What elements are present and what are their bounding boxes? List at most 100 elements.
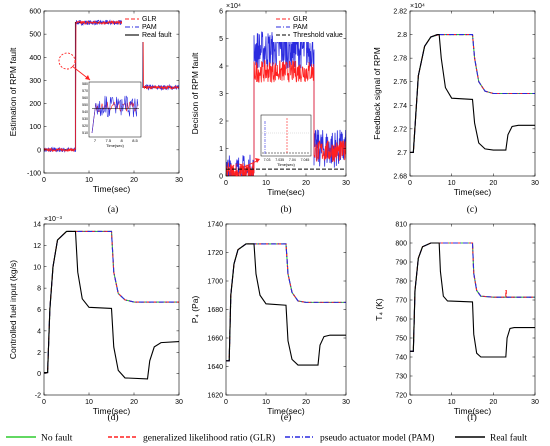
chart-b: 0 10 20 30 0 1 2 3 4 5 6×10⁴ Time(sec) Decision of R… — [190, 3, 350, 215]
y-tick-label: 2.82 — [393, 9, 407, 16]
x-tick-label: 0 — [408, 180, 412, 187]
x-tick-label: 0 — [408, 399, 412, 406]
y-axis-label: T₄ (K) — [374, 298, 384, 321]
zoom-circle — [230, 163, 246, 177]
y-tick-label: 2.7 — [397, 150, 407, 157]
y-tick-label: 1 — [219, 146, 223, 153]
chart-e: 0 10 20 30 1620 1640 1660 1680 1700 1720 1740 Time(… — [190, 222, 350, 424]
y-tick-label: 1740 — [207, 222, 223, 229]
inset-x-tick-label: 7.03 — [264, 158, 271, 162]
inset-y-tick-label: 570 — [82, 89, 88, 93]
y-tick-label: 3 — [219, 91, 223, 98]
inset-x-tick-label: 7 — [94, 138, 97, 143]
inset-x-tick-label: 7.04 — [289, 158, 296, 162]
series-group — [44, 230, 179, 380]
inset-x-label: Time(sec) — [106, 143, 124, 148]
inset: 510 520 530 540 550 560 570 580 7 7.5 8 8.5 Time(sec… — [58, 52, 142, 148]
legend-label: Real fault — [142, 32, 172, 39]
x-tick-label: 10 — [262, 399, 270, 406]
inset-y-tick-label: 520 — [82, 124, 88, 128]
y-tick-label: 2.8 — [397, 32, 407, 39]
legend-label: pseudo actuator model (PAM) — [320, 433, 434, 444]
y-tick-label: 0 — [37, 147, 41, 154]
x-tick-label: 30 — [531, 399, 539, 406]
y-axis-label: P₄ (Pa) — [190, 296, 200, 324]
inset-frame — [260, 114, 312, 157]
x-tick-label: 30 — [342, 180, 350, 187]
legend-label: PAM — [293, 24, 308, 31]
x-axis-label: Time(sec) — [93, 184, 131, 194]
series-group — [410, 34, 535, 153]
inset-y-tick-label: 580 — [82, 82, 88, 86]
legend-label: No fault — [41, 433, 73, 444]
series-line-glr — [44, 19, 179, 152]
y-tick-label: -100 — [27, 171, 41, 178]
y-tick-label: 12 — [33, 243, 41, 250]
inset-x-tick-label: 8.5 — [132, 138, 138, 143]
legend-label: PAM — [142, 24, 157, 31]
series-line-glr — [226, 59, 346, 176]
y-tick-label: 10 — [33, 264, 41, 271]
x-tick-label: 30 — [175, 399, 183, 406]
inset-x-tick-label: 7.035 — [275, 158, 284, 162]
x-tick-label: 20 — [489, 399, 497, 406]
x-tick-label: 10 — [448, 399, 456, 406]
y-tick-label: 100 — [29, 124, 41, 131]
inset: 7.03 7.035 7.04 7.045 Time(sec) — [230, 114, 312, 177]
x-axis-label: Time(sec) — [267, 406, 305, 416]
y-tick-label: 780 — [395, 279, 407, 286]
y-tick-label: 14 — [33, 222, 41, 229]
zoom-arrowhead — [255, 158, 260, 163]
x-tick-label: 10 — [262, 180, 270, 187]
x-tick-label: 0 — [42, 177, 46, 184]
y-tick-label: 600 — [29, 9, 41, 16]
inset-y-tick-label: 510 — [82, 131, 88, 135]
y-tick-label: 2.74 — [393, 103, 407, 110]
x-tick-label: 20 — [489, 180, 497, 187]
x-tick-label: 20 — [130, 177, 138, 184]
axes-frame — [409, 223, 536, 396]
zoom-circle — [58, 52, 76, 70]
y-tick-label: 500 — [29, 32, 41, 39]
panel-label: (f) — [467, 412, 477, 423]
y-tick-label: 400 — [29, 55, 41, 62]
series-group — [226, 243, 346, 366]
axes-frame — [409, 10, 536, 177]
bottom-legend: No fault generalized likelihood ratio (GL… — [6, 433, 528, 444]
x-tick-label: 0 — [224, 399, 228, 406]
axes-frame — [43, 10, 180, 174]
inset-x-tick-label: 8 — [121, 138, 124, 143]
axis-multiplier: ×10⁴ — [410, 3, 425, 10]
zoom-arrowhead — [85, 75, 90, 80]
inset-y-tick-label: 550 — [82, 103, 88, 107]
y-tick-label: 5 — [219, 36, 223, 43]
x-tick-label: 20 — [302, 399, 310, 406]
series-group — [44, 18, 179, 153]
y-tick-label: 810 — [395, 222, 407, 229]
y-axis-label: Estimation of RPM fault — [8, 47, 18, 136]
legend-label: generalized likelihood ratio (GLR) — [143, 433, 275, 444]
y-axis-label: Decision of RPM fault — [190, 52, 200, 134]
panel-label: (c) — [467, 204, 478, 215]
chart-d: 0 10 20 30-202468101214×10⁻³Time(sec)Contro… — [8, 216, 183, 423]
y-tick-label: 1620 — [207, 393, 223, 400]
x-axis-label: Time(sec) — [267, 187, 305, 197]
y-tick-label: 1680 — [207, 307, 223, 314]
y-tick-label: 2 — [219, 119, 223, 126]
legend-label: Real fault — [490, 433, 528, 444]
panel-label: (b) — [280, 204, 291, 215]
y-tick-label: 2.76 — [393, 79, 407, 86]
x-tick-label: 0 — [42, 399, 46, 406]
x-tick-label: 10 — [85, 399, 93, 406]
y-tick-label: 0 — [219, 174, 223, 181]
series-group — [410, 242, 535, 358]
legend-label: GLR — [142, 16, 156, 23]
y-tick-label: 8 — [37, 286, 41, 293]
x-tick-label: 30 — [175, 177, 183, 184]
chart-f: 0 10 20 30 720 730 740 750 760 770 780 790 800 810 Tim… — [374, 222, 539, 424]
x-tick-label: 0 — [224, 180, 228, 187]
inset-y-tick-label: 560 — [82, 96, 88, 100]
inset-y-tick-label: 530 — [82, 117, 88, 121]
panel-label: (e) — [281, 412, 292, 423]
